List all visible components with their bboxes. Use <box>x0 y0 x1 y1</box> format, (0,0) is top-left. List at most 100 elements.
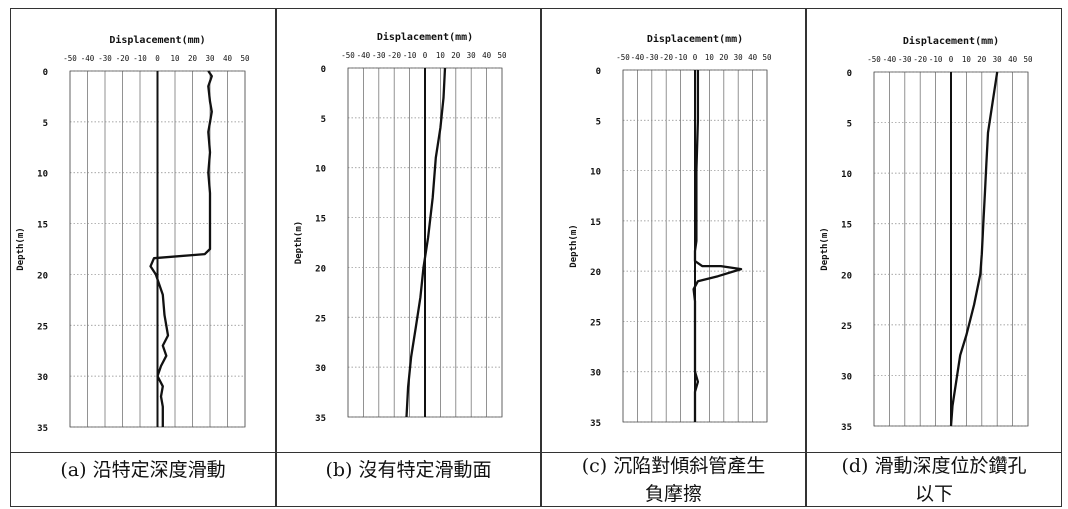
x-tick-label: -40 <box>631 53 645 62</box>
x-tick-label: 20 <box>451 51 461 60</box>
x-tick-label: -50 <box>341 51 355 60</box>
y-tick-label: 10 <box>841 170 852 180</box>
x-tick-label: -30 <box>98 54 112 63</box>
x-tick-label: -40 <box>81 54 95 63</box>
x-tick-label: -40 <box>883 55 897 64</box>
x-tick-label: 0 <box>423 51 428 60</box>
x-tick-label: 40 <box>1008 55 1018 64</box>
caption-cell-border <box>541 452 806 507</box>
y-tick-label: 5 <box>847 120 852 130</box>
y-tick-label: 0 <box>596 67 601 77</box>
x-tick-label: -20 <box>387 51 401 60</box>
caption-line: (b) 沒有特定滑動面 <box>325 459 492 481</box>
chart-panel-c: Displacement(mm) -50 -40 -30 -20 -10 0 10 20 30 40… <box>541 8 806 507</box>
y-tick-label: 20 <box>590 268 601 278</box>
x-tick-label: 20 <box>977 55 987 64</box>
x-tick-label: 40 <box>223 54 233 63</box>
chart-title: Displacement(mm) <box>109 34 205 46</box>
y-tick-label: 20 <box>315 264 326 274</box>
y-axis-label: Depth(m) <box>820 227 830 270</box>
caption-cell-border <box>276 452 541 507</box>
y-tick-label: 20 <box>841 271 852 281</box>
x-tick-label: -10 <box>403 51 417 60</box>
y-tick-label: 0 <box>321 65 326 75</box>
x-tick-label: 40 <box>748 53 758 62</box>
panel-caption: (d) 滑動深度位於鑽孔 以下 <box>806 452 1062 508</box>
y-tick-label: 35 <box>841 423 852 433</box>
y-tick-label: 15 <box>315 215 326 225</box>
panel-caption: (c) 沉陷對傾斜管產生 負摩擦 <box>541 452 806 508</box>
caption-line: (c) 沉陷對傾斜管產生 <box>581 455 766 477</box>
x-tick-label: 20 <box>188 54 198 63</box>
y-tick-label: 10 <box>315 165 326 175</box>
x-tick-label: 40 <box>482 51 492 60</box>
x-tick-label: 0 <box>693 53 698 62</box>
y-tick-label: 25 <box>315 314 326 324</box>
y-tick-label: 5 <box>321 115 326 125</box>
x-tick-label: -20 <box>659 53 673 62</box>
panel-caption: (b) 沒有特定滑動面 <box>276 456 541 484</box>
y-tick-label: 30 <box>590 369 601 379</box>
chart-cell-border <box>10 8 276 453</box>
x-tick-label: 20 <box>719 53 729 62</box>
x-tick-label: -20 <box>913 55 927 64</box>
displacement-profile-line <box>692 70 743 422</box>
y-tick-label: 15 <box>590 218 601 228</box>
x-tick-label: 0 <box>949 55 954 64</box>
displacement-profile-line <box>149 70 213 427</box>
y-tick-label: 35 <box>315 414 326 424</box>
x-tick-label: -50 <box>616 53 630 62</box>
y-axis-label: Depth(m) <box>569 224 579 267</box>
x-tick-label: 50 <box>762 53 772 62</box>
x-tick-label: 10 <box>170 54 180 63</box>
x-tick-label: 10 <box>436 51 446 60</box>
y-tick-label: 25 <box>37 322 48 332</box>
x-tick-label: 30 <box>205 54 215 63</box>
y-tick-label: 15 <box>37 221 48 231</box>
y-tick-label: 20 <box>37 271 48 281</box>
x-tick-label: 30 <box>467 51 477 60</box>
x-tick-label: -30 <box>645 53 659 62</box>
chart-title: Displacement(mm) <box>377 31 473 43</box>
y-tick-label: 35 <box>590 419 601 429</box>
x-tick-label: 30 <box>734 53 744 62</box>
y-tick-label: 5 <box>43 119 48 129</box>
x-tick-label: -50 <box>867 55 881 64</box>
y-axis-label: Depth(m) <box>16 227 26 270</box>
y-tick-label: 10 <box>590 168 601 178</box>
caption-line: 負摩擦 <box>644 483 702 505</box>
y-tick-label: 15 <box>841 221 852 231</box>
chart-panel-d: Displacement(mm) -50 -40 -30 -20 -10 0 10 20 30 40… <box>806 8 1062 507</box>
y-tick-label: 30 <box>315 364 326 374</box>
x-tick-label: 50 <box>497 51 507 60</box>
y-tick-label: 5 <box>596 117 601 127</box>
y-tick-label: 30 <box>841 372 852 382</box>
x-tick-label: 10 <box>705 53 715 62</box>
x-tick-label: 50 <box>240 54 250 63</box>
y-tick-label: 0 <box>43 68 48 78</box>
x-tick-label: -10 <box>929 55 943 64</box>
y-tick-label: 25 <box>841 322 852 332</box>
displacement-profile-line <box>949 71 999 427</box>
chart-cell-border <box>541 8 806 453</box>
x-tick-label: 50 <box>1023 55 1033 64</box>
x-tick-label: -10 <box>133 54 147 63</box>
y-tick-label: 0 <box>847 69 852 79</box>
x-tick-label: -20 <box>116 54 130 63</box>
y-tick-label: 10 <box>37 170 48 180</box>
chart-title: Displacement(mm) <box>903 35 999 47</box>
y-tick-label: 30 <box>37 373 48 383</box>
x-tick-label: -30 <box>898 55 912 64</box>
x-tick-label: 30 <box>993 55 1003 64</box>
x-tick-label: -30 <box>372 51 386 60</box>
chart-title: Displacement(mm) <box>647 33 743 45</box>
y-axis-label: Depth(m) <box>294 221 304 264</box>
x-tick-label: -10 <box>674 53 688 62</box>
y-tick-label: 25 <box>590 318 601 328</box>
caption-line: (d) 滑動深度位於鑽孔 <box>841 455 1027 477</box>
x-tick-label: 0 <box>155 54 160 63</box>
caption-cell-border <box>806 452 1062 507</box>
panel-caption: (a) 沿特定深度滑動 <box>10 456 276 484</box>
